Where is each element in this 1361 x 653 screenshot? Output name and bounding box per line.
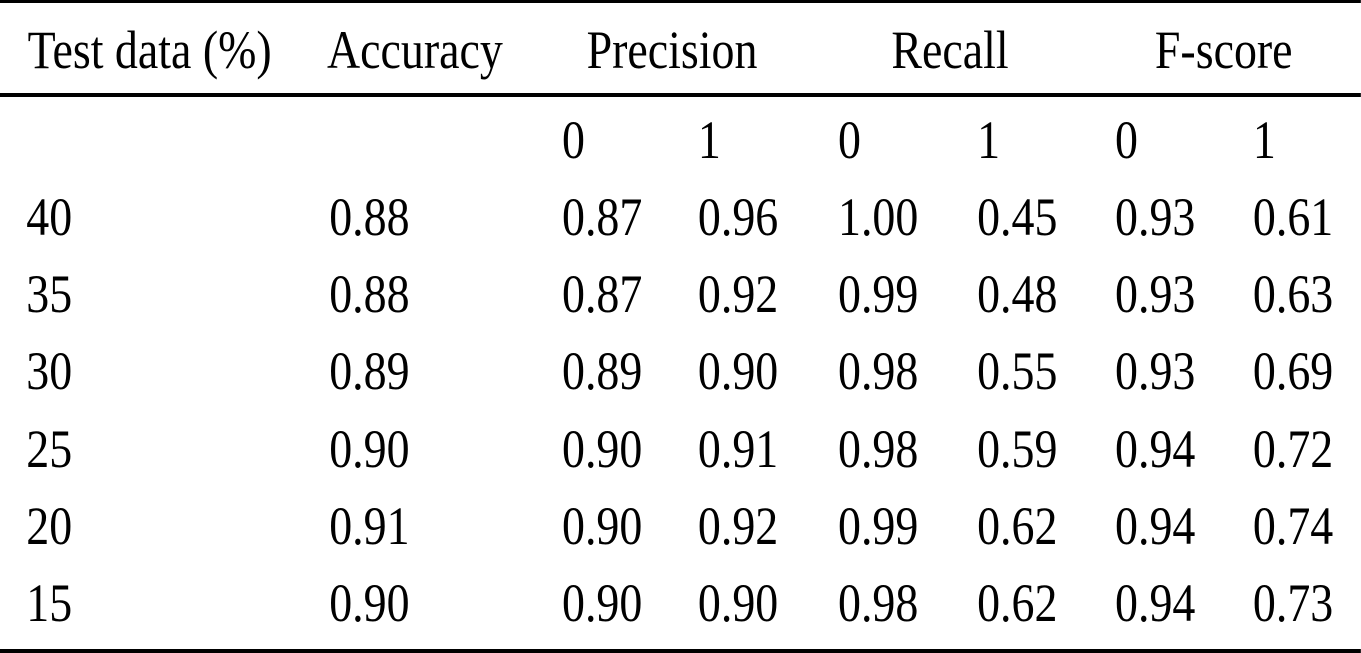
cell-row2-accuracy: 0.89 — [329, 341, 410, 402]
cell-row1-test_data: 35 — [26, 263, 73, 324]
cell-row4-fscore_0: 0.94 — [1115, 495, 1196, 556]
table-bottom-rule — [0, 649, 1361, 653]
cell-row5-recall_1: 0.62 — [977, 573, 1058, 634]
header-test-data: Test data (%) — [27, 19, 272, 80]
header-precision: Precision — [586, 19, 758, 80]
cell-row1-precision_0: 0.87 — [562, 263, 643, 324]
header-accuracy: Accuracy — [326, 19, 503, 80]
cell-row4-accuracy: 0.91 — [329, 495, 410, 556]
cell-row5-accuracy: 0.90 — [329, 573, 410, 634]
cell-row3-precision_1: 0.91 — [697, 418, 779, 479]
cell-row4-recall_1: 0.62 — [977, 495, 1058, 556]
cell-row0-fscore_1: 0.61 — [1252, 186, 1334, 247]
header-recall: Recall — [891, 19, 1009, 80]
subheader-class-2-0: 0 — [1115, 110, 1138, 171]
cell-row5-test_data: 15 — [26, 573, 73, 634]
cell-row5-fscore_0: 0.94 — [1115, 573, 1196, 634]
cell-row1-recall_0: 0.99 — [838, 263, 919, 324]
subheader-class-2-1: 1 — [1252, 110, 1276, 171]
table-top-rule — [0, 0, 1361, 4]
cell-row2-recall_1: 0.55 — [977, 341, 1058, 402]
cell-row3-accuracy: 0.90 — [329, 418, 410, 479]
table-mid-rule — [0, 92, 1361, 97]
cell-row5-fscore_1: 0.73 — [1252, 573, 1334, 634]
cell-row2-precision_1: 0.90 — [697, 341, 779, 402]
cell-row2-fscore_0: 0.93 — [1115, 341, 1196, 402]
cell-row4-precision_1: 0.92 — [697, 495, 779, 556]
cell-row0-accuracy: 0.88 — [329, 186, 410, 247]
cell-row0-test_data: 40 — [26, 186, 73, 247]
cell-row3-recall_0: 0.98 — [838, 418, 919, 479]
subheader-class-1-1: 1 — [977, 110, 1001, 171]
cell-row3-precision_0: 0.90 — [562, 418, 643, 479]
cell-row0-precision_1: 0.96 — [697, 186, 779, 247]
cell-row2-fscore_1: 0.69 — [1252, 341, 1334, 402]
cell-row4-precision_0: 0.90 — [562, 495, 643, 556]
cell-row3-recall_1: 0.59 — [977, 418, 1058, 479]
cell-row4-test_data: 20 — [26, 495, 73, 556]
cell-row2-recall_0: 0.98 — [838, 341, 919, 402]
cell-row5-recall_0: 0.98 — [838, 573, 919, 634]
subheader-class-0-1: 1 — [697, 110, 721, 171]
subheader-class-0-0: 0 — [562, 110, 585, 171]
cell-row0-precision_0: 0.87 — [562, 186, 643, 247]
cell-row2-precision_0: 0.89 — [562, 341, 643, 402]
subheader-class-1-0: 0 — [838, 110, 861, 171]
cell-row1-accuracy: 0.88 — [329, 263, 410, 324]
cell-row0-recall_0: 1.00 — [838, 186, 919, 247]
cell-row3-fscore_0: 0.94 — [1115, 418, 1196, 479]
cell-row5-precision_0: 0.90 — [562, 573, 643, 634]
cell-row4-fscore_1: 0.74 — [1252, 495, 1334, 556]
cell-row1-fscore_1: 0.63 — [1252, 263, 1334, 324]
cell-row0-recall_1: 0.45 — [977, 186, 1058, 247]
cell-row0-fscore_0: 0.93 — [1115, 186, 1196, 247]
cell-row3-test_data: 25 — [26, 418, 73, 479]
header-fscore: F-score — [1154, 19, 1293, 80]
cell-row1-recall_1: 0.48 — [977, 263, 1058, 324]
cell-row1-precision_1: 0.92 — [697, 263, 779, 324]
cell-row2-test_data: 30 — [26, 341, 73, 402]
cell-row5-precision_1: 0.90 — [697, 573, 779, 634]
cell-row1-fscore_0: 0.93 — [1115, 263, 1196, 324]
cell-row4-recall_0: 0.99 — [838, 495, 919, 556]
cell-row3-fscore_1: 0.72 — [1252, 418, 1334, 479]
